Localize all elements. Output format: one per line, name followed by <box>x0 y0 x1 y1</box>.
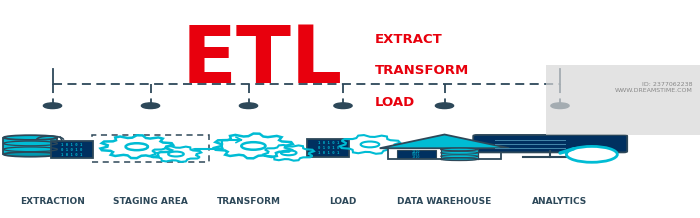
Ellipse shape <box>440 148 478 151</box>
FancyBboxPatch shape <box>307 140 349 157</box>
Circle shape <box>551 103 569 109</box>
Bar <box>388 148 501 159</box>
Ellipse shape <box>4 152 57 157</box>
Text: 1 0 1 0 1: 1 0 1 0 1 <box>62 143 83 147</box>
Text: TRANSFORM: TRANSFORM <box>374 64 469 77</box>
Circle shape <box>219 147 224 149</box>
Text: 0 1 0 1 0: 0 1 0 1 0 <box>318 146 339 150</box>
Ellipse shape <box>4 135 57 140</box>
Text: LOAD: LOAD <box>329 197 357 206</box>
Circle shape <box>219 139 224 141</box>
Text: ETL: ETL <box>182 22 343 100</box>
Bar <box>4 138 57 154</box>
Circle shape <box>141 103 160 109</box>
Circle shape <box>43 103 62 109</box>
Polygon shape <box>379 135 510 148</box>
Text: TRANSFORM: TRANSFORM <box>216 197 281 206</box>
Circle shape <box>566 146 617 162</box>
Circle shape <box>239 103 258 109</box>
Text: ANALYTICS: ANALYTICS <box>533 197 587 206</box>
Bar <box>546 65 700 135</box>
Text: LOAD: LOAD <box>374 96 414 109</box>
Ellipse shape <box>440 158 478 160</box>
Text: 1 0 1 0 1: 1 0 1 0 1 <box>318 151 339 155</box>
Text: 1010: 1010 <box>412 155 421 159</box>
FancyBboxPatch shape <box>51 141 93 158</box>
FancyBboxPatch shape <box>473 135 627 152</box>
Bar <box>440 149 478 159</box>
Text: DATA WAREHOUSE: DATA WAREHOUSE <box>398 197 491 206</box>
Text: STAGING AREA: STAGING AREA <box>113 197 188 206</box>
Text: 1 0 1 0 1: 1 0 1 0 1 <box>62 153 83 157</box>
Text: EXTRACTION: EXTRACTION <box>20 197 85 206</box>
Bar <box>397 150 436 158</box>
Circle shape <box>435 103 454 109</box>
Text: 0101: 0101 <box>412 152 421 156</box>
Text: 1010: 1010 <box>412 150 421 154</box>
Text: ID: 2377062238
WWW.DREAMSTIME.COM: ID: 2377062238 WWW.DREAMSTIME.COM <box>615 82 693 93</box>
Text: EXTRACT: EXTRACT <box>374 33 442 46</box>
Circle shape <box>334 103 352 109</box>
Circle shape <box>192 148 197 150</box>
Text: 1 0 1 0 1: 1 0 1 0 1 <box>318 141 339 145</box>
Text: 0 1 0 1 0: 0 1 0 1 0 <box>62 148 83 152</box>
